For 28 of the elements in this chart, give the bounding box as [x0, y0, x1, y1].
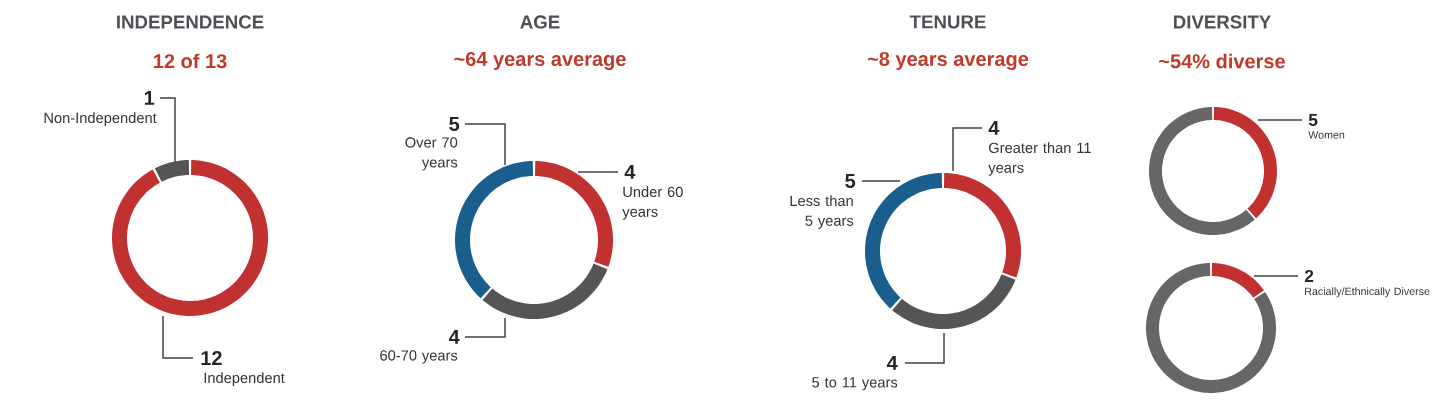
data-label: 12	[201, 351, 222, 365]
data-label: 5	[449, 117, 460, 131]
chart-subtitle: ~64 years average	[454, 51, 626, 71]
slice-label: 60-70 years	[380, 350, 458, 364]
chart-subtitle: ~54% diverse	[1159, 53, 1285, 69]
chart-title: INDEPENDENCE	[117, 15, 264, 29]
slice-label: Greater than 11 years	[988, 142, 1091, 176]
chart-subtitle: 12 of 13	[154, 53, 227, 69]
slice-label: Under 60 years	[622, 186, 683, 220]
chart-title: AGE	[520, 15, 560, 29]
slice-label: Over 70 years	[405, 137, 458, 171]
slice-label: Less than 5 years	[790, 195, 854, 229]
slice-label: Women	[1308, 131, 1345, 139]
chart-title: TENURE	[909, 15, 986, 29]
data-label: 1	[144, 91, 155, 105]
slice-label: Independent	[204, 372, 285, 386]
chart-title: DIVERSITY	[1173, 15, 1271, 29]
data-label: 2	[1304, 269, 1314, 283]
data-label: 5	[845, 174, 856, 188]
slice-label: Racially/Ethnically Diverse	[1305, 287, 1430, 298]
data-label: 4	[448, 330, 460, 344]
data-label: 4	[886, 356, 898, 370]
slice-label: 5 to 11 years	[812, 377, 898, 391]
chart-subtitle: ~8 years average	[867, 51, 1029, 71]
slice-label: Non-Independent	[44, 112, 157, 126]
data-label: 4	[988, 121, 1000, 135]
data-label: 4	[624, 165, 636, 179]
data-label: 5	[1308, 113, 1318, 127]
